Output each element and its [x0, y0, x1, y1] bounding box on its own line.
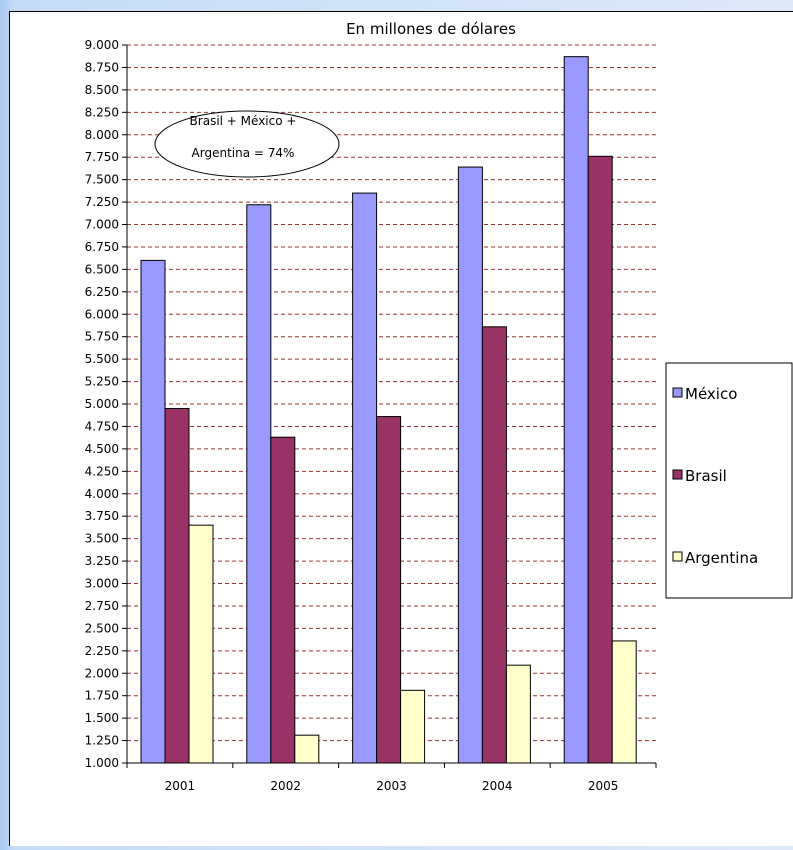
legend-label: Brasil [685, 467, 727, 485]
legend-label: México [685, 385, 737, 403]
y-tick-label: 4.500 [85, 442, 119, 456]
bar-brasil-2004 [481, 326, 507, 764]
y-tick-label: 8.500 [85, 83, 119, 97]
y-tick-label: 1.500 [85, 711, 119, 725]
bar-argentina-2005 [611, 640, 637, 764]
chart-title: En millones de dólares [346, 20, 516, 38]
y-tick-label: 4.750 [85, 419, 119, 433]
x-tick-label: 2001 [165, 779, 196, 793]
bar-mxico-2002 [246, 204, 272, 764]
y-tick-label: 3.750 [85, 509, 119, 523]
y-tick-label: 2.250 [85, 644, 119, 658]
bar-argentina-2001 [188, 524, 214, 764]
y-tick-label: 6.250 [85, 285, 119, 299]
y-tick-label: 9.000 [85, 38, 119, 52]
y-tick-label: 3.250 [85, 554, 119, 568]
legend-swatch [672, 387, 683, 398]
x-tick-label: 2004 [482, 779, 513, 793]
bar-argentina-2004 [505, 664, 531, 764]
annotation-ellipse [154, 110, 340, 178]
y-tick-label: 6.000 [85, 307, 119, 321]
bar-mxico-2005 [563, 56, 589, 764]
y-tick-label: 5.000 [85, 397, 119, 411]
y-tick-label: 2.500 [85, 621, 119, 635]
y-tick-label: 2.000 [85, 666, 119, 680]
bar-mxico-2004 [457, 166, 483, 764]
y-tick-label: 5.500 [85, 352, 119, 366]
bar-chart: En millones de dólares 1.0001.2501.5001.… [85, 20, 793, 793]
y-tick-label: 4.000 [85, 487, 119, 501]
legend-swatch [672, 469, 683, 480]
legend-swatch [672, 551, 683, 562]
x-tick-label: 2005 [588, 779, 619, 793]
y-tick-label: 6.500 [85, 262, 119, 276]
legend: México Brasil Argentina [665, 362, 793, 599]
y-tick-label: 1.000 [85, 756, 119, 770]
y-tick-label: 2.750 [85, 599, 119, 613]
annotation-line-1: Brasil + México + [190, 114, 297, 128]
y-tick-label: 7.000 [85, 218, 119, 232]
y-tick-label: 4.250 [85, 464, 119, 478]
bar-brasil-2001 [164, 407, 190, 764]
chart-frame: En millones de dólares 1.000 1.250 1.500 1.… [9, 11, 793, 846]
y-tick-label: 5.250 [85, 375, 119, 389]
bar-brasil-2003 [376, 416, 402, 764]
bar-argentina-2003 [400, 689, 426, 764]
bar-mxico-2001 [140, 259, 166, 764]
x-axis: 2001 2002 2003 2004 2005 [126, 762, 657, 793]
bar-brasil-2002 [270, 436, 296, 764]
y-tick-label: 1.250 [85, 734, 119, 748]
x-tick-label: 2003 [376, 779, 407, 793]
y-tick-label: 3.500 [85, 532, 119, 546]
y-tick-label: 7.750 [85, 150, 119, 164]
annotation-bubble: Brasil + México + Argentina = 74% [154, 110, 340, 178]
y-axis: 1.000 1.250 1.500 1.750 2.000 2.250 2.500 2.750… [85, 38, 128, 770]
bar-argentina-2002 [294, 734, 320, 764]
y-tick-label: 8.750 [85, 60, 119, 74]
y-tick-label: 5.750 [85, 330, 119, 344]
y-tick-label: 1.750 [85, 689, 119, 703]
bar-brasil-2005 [587, 155, 613, 764]
y-tick-label: 6.750 [85, 240, 119, 254]
x-tick-label: 2002 [270, 779, 301, 793]
legend-label: Argentina [685, 549, 758, 567]
annotation-line-2: Argentina = 74% [192, 146, 295, 160]
y-tick-label: 7.250 [85, 195, 119, 209]
legend-box [665, 362, 793, 599]
y-tick-label: 7.500 [85, 173, 119, 187]
y-tick-label: 8.250 [85, 105, 119, 119]
bar-mxico-2003 [352, 192, 378, 764]
y-tick-label: 3.000 [85, 577, 119, 591]
bars [140, 56, 637, 764]
y-tick-label: 8.000 [85, 128, 119, 142]
